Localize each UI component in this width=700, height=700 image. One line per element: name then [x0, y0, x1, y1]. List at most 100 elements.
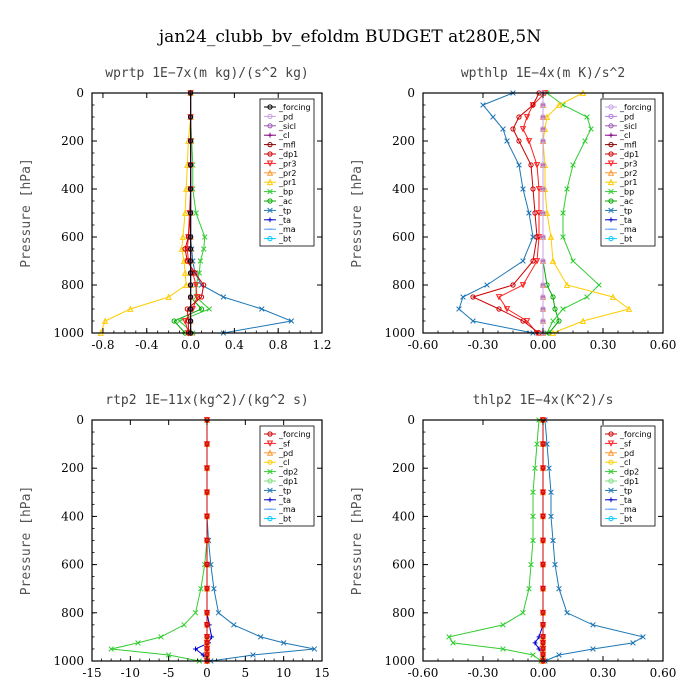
- legend-label: _ma: [278, 505, 296, 514]
- data-point: [500, 126, 506, 132]
- data-point: [555, 101, 563, 108]
- data-point: [496, 306, 502, 312]
- y-tick-label: 800: [61, 606, 84, 620]
- data-point: [543, 209, 551, 216]
- data-point: [500, 622, 506, 628]
- data-point: [135, 640, 141, 646]
- legend-marker: [608, 132, 614, 138]
- legend-marker: [266, 178, 274, 186]
- y-tick-label: 1000: [53, 326, 84, 340]
- y-tick-label: 600: [61, 230, 84, 244]
- data-point: [198, 585, 204, 592]
- x-tick-label: 10: [276, 666, 291, 680]
- data-point: [535, 186, 543, 193]
- data-point: [540, 634, 546, 640]
- legend-label: _pd: [278, 112, 293, 121]
- data-point: [516, 114, 522, 120]
- legend-marker: [267, 217, 273, 223]
- legend-marker: [608, 142, 614, 148]
- data-point: [176, 318, 183, 324]
- x-tick-label: -0.30: [468, 666, 499, 680]
- data-point: [187, 246, 194, 252]
- data-point: [625, 305, 633, 312]
- data-point: [556, 318, 562, 324]
- data-point: [530, 652, 536, 658]
- data-point: [640, 634, 646, 640]
- data-point: [556, 585, 562, 592]
- data-point: [530, 102, 536, 108]
- data-point: [532, 640, 538, 646]
- data-point: [204, 622, 210, 628]
- x-tick-label: 1.2: [312, 338, 331, 352]
- legend-marker: [608, 236, 614, 242]
- legend-marker: [266, 449, 274, 456]
- data-point: [550, 294, 556, 300]
- data-point: [564, 186, 570, 192]
- data-point: [209, 634, 214, 640]
- data-point: [540, 114, 546, 120]
- data-point: [540, 306, 546, 312]
- data-point: [534, 441, 540, 447]
- legend-label: _bt: [278, 515, 291, 524]
- data-point: [540, 586, 546, 592]
- data-point: [193, 294, 201, 301]
- data-point: [540, 441, 546, 447]
- data-point: [179, 233, 187, 240]
- legend-label: _ta: [619, 216, 632, 225]
- data-point: [187, 234, 194, 240]
- data-point: [192, 282, 200, 289]
- data-point: [526, 210, 532, 216]
- data-point: [530, 537, 536, 544]
- data-point: [584, 294, 590, 300]
- legend-marker: [267, 123, 273, 129]
- data-point: [528, 561, 534, 568]
- y-tick-label: 1000: [53, 654, 84, 668]
- data-point: [193, 210, 199, 216]
- data-point: [165, 293, 172, 300]
- data-point: [609, 293, 617, 300]
- x-tick-label: -0.60: [408, 338, 439, 352]
- data-point: [206, 306, 212, 312]
- legend-marker: [267, 104, 273, 110]
- legend-marker: [267, 497, 273, 503]
- y-tick-label: 400: [392, 182, 415, 196]
- data-point: [540, 282, 546, 288]
- y-tick-label: 0: [407, 86, 415, 100]
- y-tick-label: 1000: [384, 654, 415, 668]
- data-point: [460, 294, 466, 300]
- data-point: [548, 513, 554, 520]
- legend-label: _pr2: [619, 169, 637, 178]
- data-point: [570, 258, 576, 264]
- chart-panel-3: rtp2 1E−11x(kg^2)/(kg^2 s) Pressure [hPa]…: [19, 393, 330, 680]
- legend-label: _pr1: [619, 178, 637, 187]
- y-tick-label: 200: [61, 134, 84, 148]
- data-point: [165, 652, 172, 658]
- y-tick-label: 0: [407, 413, 415, 427]
- data-point: [535, 234, 543, 241]
- legend-label: _ma: [619, 505, 637, 514]
- data-point: [204, 640, 210, 646]
- legend-label: _sicl: [619, 122, 637, 131]
- x-tick-label: 0.00: [530, 338, 557, 352]
- legend: _forcing_sf_pd_cl_dp2_dp1_tp_ta_ma_bt: [259, 425, 315, 527]
- data-point: [523, 114, 531, 121]
- legend-marker: [607, 169, 615, 176]
- data-point: [548, 489, 554, 496]
- legend-label: _pr3: [278, 159, 296, 168]
- x-tick-label: 5: [242, 666, 250, 680]
- data-point: [101, 317, 109, 324]
- legend-label: _dp2: [278, 468, 298, 477]
- legend-marker: [607, 449, 615, 456]
- legend-label: _forcing: [278, 103, 311, 112]
- data-point: [563, 281, 571, 288]
- legend-marker: [608, 123, 614, 129]
- legend-marker: [608, 113, 614, 120]
- data-point: [187, 258, 194, 264]
- data-point: [259, 306, 265, 312]
- data-point: [158, 634, 164, 640]
- data-point: [196, 270, 203, 276]
- data-point: [516, 138, 522, 144]
- legend-label: _ac: [278, 197, 292, 206]
- legend-label: _sf: [619, 439, 631, 448]
